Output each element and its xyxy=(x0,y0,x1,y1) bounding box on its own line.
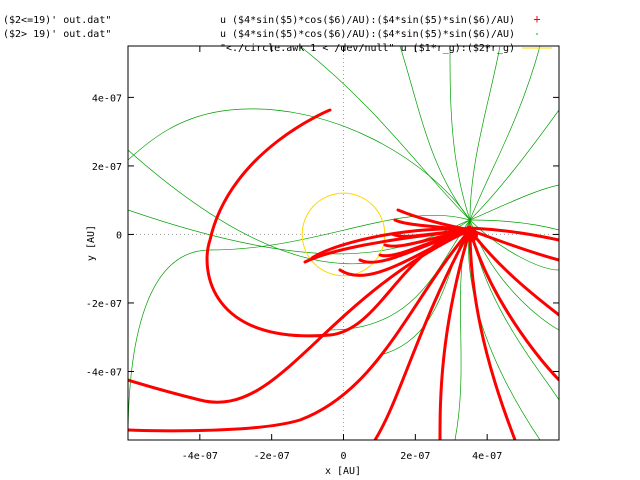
x-tick-label-4: 4e-07 xyxy=(472,451,502,462)
x-axis-label: x [AU] xyxy=(325,466,361,477)
red-trajectory-5 xyxy=(468,228,517,440)
legend-entry-2-label: u ($4*sin($5)*cos($6)/AU):($4*sin($5)*si… xyxy=(220,29,515,40)
plot-curves xyxy=(128,46,559,440)
red-trajectory-2 xyxy=(128,228,472,433)
green-trajectory-11 xyxy=(449,46,471,221)
red-trajectory-17 xyxy=(310,227,472,260)
x-tick-label-1: -2e-07 xyxy=(254,451,290,462)
source-cluster xyxy=(464,228,479,243)
y-tick-label-4: -4e-07 xyxy=(86,367,122,378)
green-trajectory-16 xyxy=(469,219,559,231)
legend-entry-1-marker: + xyxy=(533,12,540,26)
red-trajectory-9 xyxy=(468,226,559,242)
x-tick-label-0: -4e-07 xyxy=(182,451,218,462)
x-tick-label-2: 0 xyxy=(340,451,346,462)
legend-entry-3-label: "<./circle.awk 1 < /dev/null" u ($1*r_g)… xyxy=(220,43,515,54)
tick-labels: -4e-07 -2e-07 0 2e-07 4e-07 4e-07 2e-07 0 -2e-07… xyxy=(86,93,502,462)
green-trajectory-13 xyxy=(469,46,541,221)
red-trajectory-0 xyxy=(205,108,472,338)
red-trajectory-3 xyxy=(373,228,472,440)
green-trajectory-17 xyxy=(128,214,471,440)
y-tick-label-0: 4e-07 xyxy=(92,93,122,104)
red-trajectory-1 xyxy=(128,228,472,404)
legend-left-fragment-1: ($2<=19)' out.dat" xyxy=(3,15,111,26)
y-tick-label-2: 0 xyxy=(116,230,122,241)
legend-left-fragment-2: ($2> 19)' out.dat" xyxy=(3,29,111,40)
tick-marks xyxy=(128,46,559,440)
green-trajectory-15 xyxy=(469,184,559,221)
green-trajectory-12 xyxy=(469,46,501,221)
legend-entry-1-label: u ($4*sin($5)*cos($6)/AU):($4*sin($5)*si… xyxy=(220,15,515,26)
red-trajectory-6 xyxy=(468,228,559,382)
green-trajectory-10 xyxy=(399,46,471,221)
x-tick-label-3: 2e-07 xyxy=(400,451,430,462)
green-trajectory-5 xyxy=(468,219,541,440)
red-trajectory-4 xyxy=(438,228,472,440)
green-trajectory-9 xyxy=(299,46,471,221)
red-trajectory-8 xyxy=(468,228,559,262)
red-trajectory-7 xyxy=(468,228,559,317)
y-axis-label: y [AU] xyxy=(86,225,97,261)
red-trajectory-10 xyxy=(338,228,472,277)
y-tick-label-3: -2e-07 xyxy=(86,299,122,310)
y-tick-label-1: 2e-07 xyxy=(92,162,122,173)
green-trajectory-14 xyxy=(469,109,559,221)
legend: u ($4*sin($5)*cos($6)/AU):($4*sin($5)*si… xyxy=(220,12,552,54)
red-trajectory-18 xyxy=(303,228,472,264)
legend-entry-2-marker xyxy=(536,33,538,35)
green-trajectory-18 xyxy=(128,108,471,221)
